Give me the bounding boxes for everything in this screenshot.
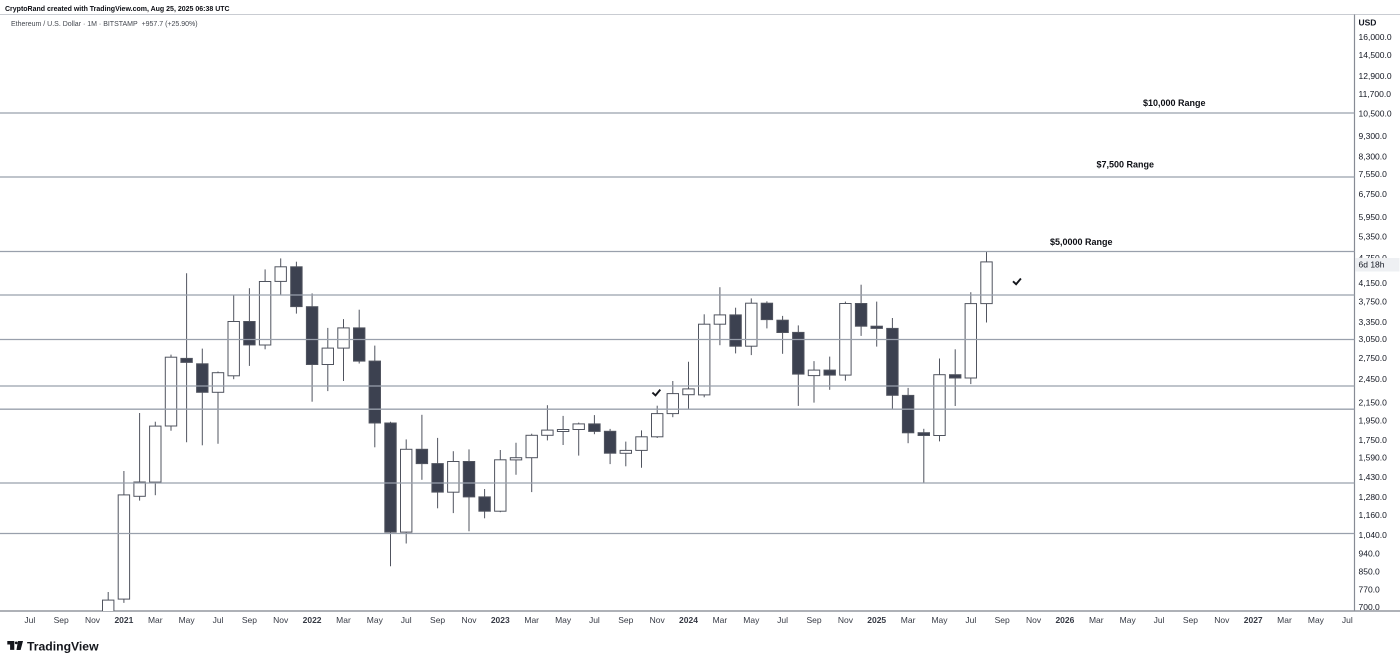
svg-text:5,950.0: 5,950.0 (1359, 212, 1388, 222)
svg-text:4,150.0: 4,150.0 (1359, 278, 1388, 288)
svg-text:May: May (555, 615, 572, 625)
svg-text:10,500.0: 10,500.0 (1359, 109, 1392, 119)
svg-text:16,000.0: 16,000.0 (1359, 32, 1392, 42)
svg-text:Sep: Sep (242, 615, 257, 625)
svg-text:1,280.0: 1,280.0 (1359, 492, 1388, 502)
svg-text:700.0: 700.0 (1359, 602, 1381, 612)
svg-text:2026: 2026 (1055, 615, 1074, 625)
svg-text:Jul: Jul (777, 615, 788, 625)
svg-text:May: May (931, 615, 948, 625)
svg-text:Mar: Mar (336, 615, 351, 625)
svg-text:1,750.0: 1,750.0 (1359, 435, 1388, 445)
svg-text:3,350.0: 3,350.0 (1359, 317, 1388, 327)
svg-text:Nov: Nov (650, 615, 666, 625)
svg-text:May: May (1308, 615, 1325, 625)
svg-text:940.0: 940.0 (1359, 548, 1381, 558)
svg-text:Jul: Jul (1154, 615, 1165, 625)
svg-text:May: May (367, 615, 384, 625)
svg-text:2,750.0: 2,750.0 (1359, 353, 1388, 363)
svg-text:Mar: Mar (1089, 615, 1104, 625)
svg-text:Ethereum / U.S. Dollar · 1M ·: Ethereum / U.S. Dollar · 1M · BITSTAMP +… (11, 21, 198, 28)
svg-text:USD: USD (1359, 18, 1377, 28)
svg-text:Nov: Nov (461, 615, 477, 625)
svg-text:Sep: Sep (1183, 615, 1198, 625)
svg-text:Sep: Sep (995, 615, 1010, 625)
svg-text:12,900.0: 12,900.0 (1359, 71, 1392, 81)
svg-text:2024: 2024 (679, 615, 698, 625)
svg-text:850.0: 850.0 (1359, 567, 1381, 577)
svg-text:Jul: Jul (24, 615, 35, 625)
svg-text:May: May (1120, 615, 1137, 625)
svg-text:3,750.0: 3,750.0 (1359, 296, 1388, 306)
svg-text:1,950.0: 1,950.0 (1359, 415, 1388, 425)
svg-text:$10,000 Range: $10,000 Range (1143, 98, 1206, 108)
svg-text:Mar: Mar (1277, 615, 1292, 625)
svg-text:2027: 2027 (1244, 615, 1263, 625)
svg-text:Sep: Sep (618, 615, 633, 625)
svg-text:May: May (743, 615, 760, 625)
svg-text:Nov: Nov (838, 615, 854, 625)
svg-text:2025: 2025 (867, 615, 886, 625)
svg-text:3,050.0: 3,050.0 (1359, 334, 1388, 344)
svg-text:1,590.0: 1,590.0 (1359, 453, 1388, 463)
svg-text:7,550.0: 7,550.0 (1359, 169, 1388, 179)
svg-text:14,500.0: 14,500.0 (1359, 50, 1392, 60)
svg-text:Jul: Jul (965, 615, 976, 625)
svg-text:Sep: Sep (806, 615, 821, 625)
svg-text:Nov: Nov (1026, 615, 1042, 625)
svg-text:6,750.0: 6,750.0 (1359, 189, 1388, 199)
svg-text:Jul: Jul (1342, 615, 1353, 625)
svg-text:Nov: Nov (273, 615, 289, 625)
svg-text:2,150.0: 2,150.0 (1359, 398, 1388, 408)
svg-text:TradingView: TradingView (27, 640, 99, 654)
svg-text:Jul: Jul (589, 615, 600, 625)
svg-text:Mar: Mar (148, 615, 163, 625)
svg-text:9,300.0: 9,300.0 (1359, 131, 1388, 141)
svg-text:2022: 2022 (303, 615, 322, 625)
svg-text:Mar: Mar (901, 615, 916, 625)
svg-text:1,160.0: 1,160.0 (1359, 510, 1388, 520)
svg-text:6d 18h: 6d 18h (1359, 260, 1385, 270)
svg-text:Sep: Sep (54, 615, 69, 625)
svg-text:2021: 2021 (114, 615, 133, 625)
svg-text:11,700.0: 11,700.0 (1359, 89, 1392, 99)
svg-text:$7,500 Range: $7,500 Range (1097, 160, 1155, 170)
svg-text:$5,0000 Range: $5,0000 Range (1050, 237, 1113, 247)
svg-text:1,430.0: 1,430.0 (1359, 472, 1388, 482)
svg-text:5,350.0: 5,350.0 (1359, 232, 1388, 242)
svg-text:8,300.0: 8,300.0 (1359, 152, 1388, 162)
svg-text:1,040.0: 1,040.0 (1359, 530, 1388, 540)
svg-text:Nov: Nov (1214, 615, 1230, 625)
svg-text:Sep: Sep (430, 615, 445, 625)
svg-text:Mar: Mar (713, 615, 728, 625)
svg-text:Mar: Mar (524, 615, 539, 625)
svg-text:2023: 2023 (491, 615, 510, 625)
svg-text:May: May (179, 615, 196, 625)
svg-text:770.0: 770.0 (1359, 585, 1381, 595)
svg-text:Jul: Jul (401, 615, 412, 625)
svg-text:Nov: Nov (85, 615, 101, 625)
svg-text:2,450.0: 2,450.0 (1359, 374, 1388, 384)
svg-text:CryptoRand created with Tradin: CryptoRand created with TradingView.com,… (5, 6, 230, 13)
svg-text:Jul: Jul (213, 615, 224, 625)
